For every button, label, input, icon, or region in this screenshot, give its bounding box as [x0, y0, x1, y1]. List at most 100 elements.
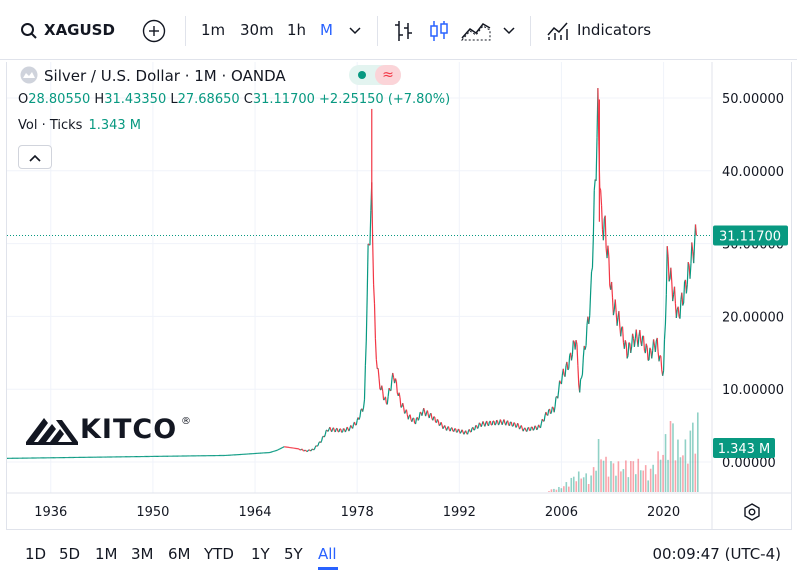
- price-segment: [687, 262, 690, 266]
- price-segment: [515, 425, 518, 428]
- volume-bar: [669, 421, 672, 492]
- gear-center: [748, 508, 756, 516]
- price-segment: [664, 294, 667, 325]
- range-1y-button[interactable]: 1Y: [251, 545, 270, 563]
- price-segment: [611, 281, 614, 298]
- compare-add-icon[interactable]: [142, 0, 166, 60]
- price-segment: [480, 424, 483, 427]
- volume-bar: [548, 491, 550, 492]
- range-5y-button[interactable]: 5Y: [284, 545, 303, 563]
- price-segment: [383, 398, 385, 401]
- price-segment: [611, 297, 615, 316]
- settings-gear-icon[interactable]: [744, 503, 760, 521]
- price-segment: [660, 356, 663, 370]
- change-value: +2.25150 (+7.80%): [319, 92, 451, 107]
- indicators-icon[interactable]: [546, 0, 570, 60]
- volume-bar: [692, 422, 694, 492]
- range-all-button[interactable]: All: [318, 545, 337, 563]
- price-segment: [628, 342, 631, 344]
- interval-dropdown-chevron-down-icon[interactable]: [349, 0, 361, 60]
- price-segment: [463, 432, 466, 435]
- price-segment: [373, 303, 377, 339]
- y-tick-label: 50.00000: [722, 92, 784, 107]
- price-segment: [590, 267, 594, 273]
- candles-chart-style-icon[interactable]: [428, 0, 450, 60]
- price-segment: [517, 422, 520, 426]
- price-segment: [543, 415, 546, 422]
- price-segment: [409, 414, 412, 420]
- interval-1m-button[interactable]: 1m: [201, 21, 226, 39]
- price-segment: [388, 387, 391, 391]
- bar-chart-style-icon[interactable]: [392, 0, 414, 60]
- range-3m-button[interactable]: 3M: [131, 545, 154, 563]
- price-segment: [649, 347, 652, 351]
- price-segment: [668, 278, 671, 282]
- price-segment: [372, 241, 375, 285]
- price-segment: [402, 403, 405, 408]
- volume-bar: [610, 461, 612, 492]
- price-segment: [642, 335, 646, 351]
- price-segment: [589, 292, 592, 316]
- price-segment: [585, 325, 588, 346]
- y-tick-label: 20.00000: [722, 310, 784, 325]
- volume-bar: [684, 439, 687, 492]
- price-segment: [510, 421, 513, 427]
- interval-1h-button[interactable]: 1h: [287, 21, 307, 39]
- low-label: L: [170, 92, 178, 107]
- range-5d-button[interactable]: 5D: [59, 545, 81, 563]
- price-segment: [346, 426, 349, 430]
- price-segment: [437, 420, 440, 426]
- volume-bar: [664, 434, 667, 492]
- toolbar-divider: [185, 16, 186, 46]
- price-segment: [550, 406, 553, 413]
- price-segment: [550, 412, 552, 415]
- area-chart-style-icon[interactable]: [460, 0, 491, 60]
- price-segment: [494, 423, 497, 426]
- interval-30m-button[interactable]: 30m: [240, 21, 274, 39]
- chart-style-dropdown-chevron-down-icon[interactable]: [503, 0, 515, 60]
- volume-bar: [642, 470, 645, 492]
- price-segment: [341, 431, 343, 433]
- volume-bar: [654, 474, 657, 492]
- price-segment: [685, 284, 688, 294]
- symbol-description: Silver / U.S. Dollar · 1M · OANDA: [44, 67, 286, 85]
- range-1m-button[interactable]: 1M: [95, 545, 118, 563]
- price-segment: [503, 419, 506, 424]
- price-segment: [541, 418, 544, 422]
- x-tick-label: 1992: [443, 505, 476, 520]
- volume-bar: [602, 460, 605, 492]
- price-segment: [374, 338, 377, 360]
- market-status-pill[interactable]: ≈: [349, 65, 401, 85]
- price-segment: [398, 392, 401, 399]
- range-6m-button[interactable]: 6M: [168, 545, 191, 563]
- price-segment: [486, 420, 489, 425]
- price-segment: [358, 416, 361, 420]
- price-segment: [411, 418, 414, 422]
- current-price-badge: [713, 225, 788, 246]
- price-segment: [484, 422, 487, 427]
- collapse-legend-button[interactable]: [18, 145, 52, 169]
- price-segment: [654, 341, 657, 353]
- kitco-logo: [26, 418, 78, 445]
- search-icon[interactable]: [20, 0, 38, 60]
- price-segment: [581, 357, 584, 375]
- price-segment: [303, 449, 306, 452]
- indicators-button[interactable]: Indicators: [577, 21, 652, 39]
- volume-bar: [677, 439, 679, 492]
- price-segment: [473, 428, 476, 431]
- clock-timezone[interactable]: 00:09:47 (UTC-4): [652, 545, 781, 563]
- interval-month-button[interactable]: M: [320, 21, 333, 39]
- price-segment: [592, 190, 595, 237]
- price-segment: [317, 442, 320, 446]
- range-ytd-button[interactable]: YTD: [204, 545, 234, 563]
- price-segment: [501, 421, 504, 426]
- price-segment: [300, 448, 302, 451]
- symbol-search-button[interactable]: XAGUSD: [44, 21, 115, 39]
- range-1d-button[interactable]: 1D: [25, 545, 47, 563]
- volume-bar: [575, 481, 578, 492]
- volume-bar: [682, 455, 684, 492]
- price-segment: [366, 243, 369, 296]
- price-segment: [489, 420, 492, 425]
- volume-bar: [605, 456, 607, 492]
